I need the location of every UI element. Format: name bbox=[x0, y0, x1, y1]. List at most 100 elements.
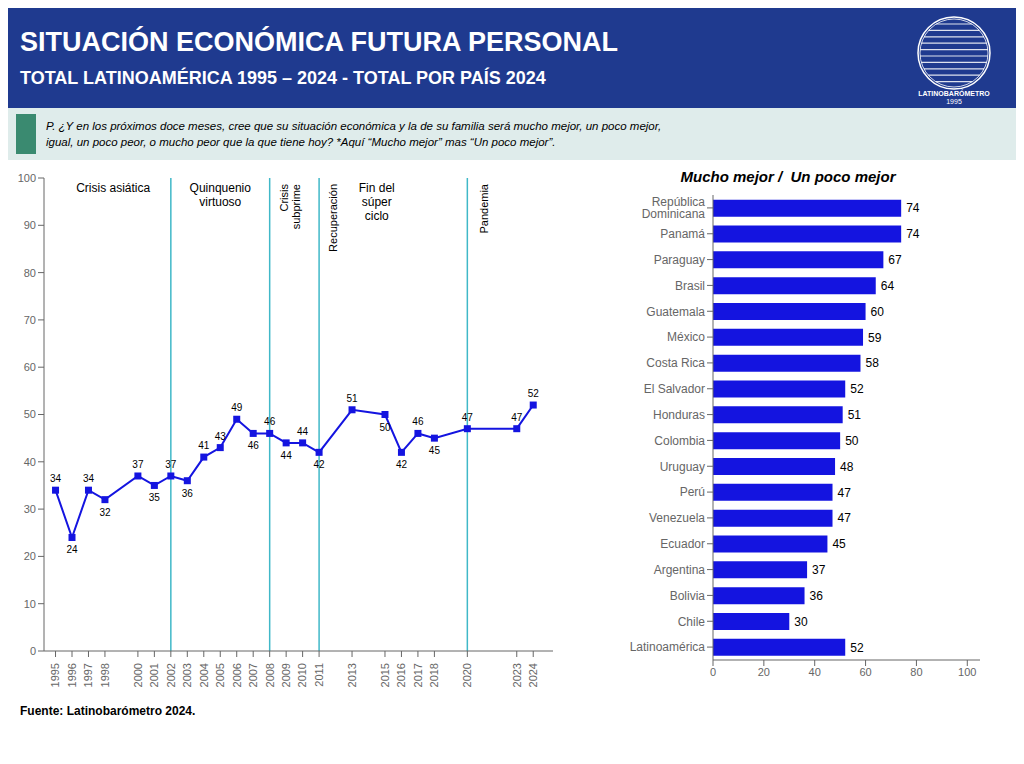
svg-text:1998: 1998 bbox=[99, 663, 111, 687]
svg-text:0: 0 bbox=[710, 666, 716, 678]
svg-text:45: 45 bbox=[832, 537, 846, 551]
svg-text:70: 70 bbox=[24, 314, 36, 326]
svg-text:46: 46 bbox=[412, 416, 424, 427]
svg-text:36: 36 bbox=[182, 488, 194, 499]
svg-text:2003: 2003 bbox=[181, 663, 193, 687]
svg-text:2008: 2008 bbox=[264, 663, 276, 687]
svg-text:1997: 1997 bbox=[82, 663, 94, 687]
svg-text:Costa Rica: Costa Rica bbox=[646, 356, 705, 370]
svg-text:2018: 2018 bbox=[428, 663, 440, 687]
svg-text:52: 52 bbox=[850, 641, 864, 655]
svg-text:52: 52 bbox=[850, 382, 864, 396]
svg-text:Honduras: Honduras bbox=[653, 408, 705, 422]
svg-text:2020: 2020 bbox=[461, 663, 473, 687]
svg-text:2004: 2004 bbox=[198, 663, 210, 687]
svg-text:Paraguay: Paraguay bbox=[654, 253, 705, 267]
svg-text:44: 44 bbox=[297, 426, 309, 437]
svg-text:2016: 2016 bbox=[395, 663, 407, 687]
svg-text:37: 37 bbox=[812, 563, 826, 577]
svg-text:2002: 2002 bbox=[165, 663, 177, 687]
svg-text:43: 43 bbox=[215, 431, 227, 442]
svg-text:30: 30 bbox=[24, 503, 36, 515]
svg-text:20: 20 bbox=[758, 666, 770, 678]
svg-text:52: 52 bbox=[528, 388, 540, 399]
svg-text:74: 74 bbox=[906, 227, 920, 241]
svg-text:Bolivia: Bolivia bbox=[670, 589, 706, 603]
svg-text:34: 34 bbox=[50, 473, 62, 484]
svg-text:20: 20 bbox=[24, 550, 36, 562]
svg-text:2007: 2007 bbox=[247, 663, 259, 687]
svg-text:59: 59 bbox=[868, 331, 882, 345]
svg-text:60: 60 bbox=[24, 361, 36, 373]
svg-text:46: 46 bbox=[248, 440, 260, 451]
svg-text:24: 24 bbox=[66, 544, 78, 555]
svg-text:47: 47 bbox=[462, 412, 474, 423]
svg-text:Crisis asiática: Crisis asiática bbox=[76, 181, 150, 195]
svg-text:60: 60 bbox=[871, 305, 885, 319]
svg-text:Perú: Perú bbox=[680, 485, 705, 499]
svg-text:1996: 1996 bbox=[66, 663, 78, 687]
svg-text:2009: 2009 bbox=[280, 663, 292, 687]
svg-text:42: 42 bbox=[396, 459, 408, 470]
svg-text:2024: 2024 bbox=[527, 663, 539, 687]
svg-text:32: 32 bbox=[99, 507, 111, 518]
svg-text:Brasil: Brasil bbox=[675, 279, 705, 293]
svg-text:47: 47 bbox=[838, 511, 852, 525]
svg-text:Crisissubprime: Crisissubprime bbox=[278, 184, 302, 230]
svg-text:10: 10 bbox=[24, 598, 36, 610]
svg-text:2017: 2017 bbox=[412, 663, 424, 687]
svg-text:47: 47 bbox=[511, 412, 523, 423]
svg-text:Chile: Chile bbox=[678, 615, 706, 629]
svg-text:45: 45 bbox=[429, 445, 441, 456]
svg-text:RepúblicaDominicana: RepúblicaDominicana bbox=[642, 195, 706, 221]
svg-text:2023: 2023 bbox=[511, 663, 523, 687]
svg-text:58: 58 bbox=[865, 356, 879, 370]
svg-text:51: 51 bbox=[346, 393, 358, 404]
svg-text:35: 35 bbox=[149, 492, 161, 503]
svg-text:Argentina: Argentina bbox=[654, 563, 706, 577]
svg-text:49: 49 bbox=[231, 402, 243, 413]
svg-text:44: 44 bbox=[281, 450, 293, 461]
svg-text:100: 100 bbox=[958, 666, 976, 678]
svg-text:2010: 2010 bbox=[296, 663, 308, 687]
svg-text:80: 80 bbox=[910, 666, 922, 678]
svg-text:36: 36 bbox=[810, 589, 824, 603]
svg-text:1995: 1995 bbox=[946, 98, 962, 105]
svg-text:47: 47 bbox=[838, 486, 852, 500]
svg-text:40: 40 bbox=[24, 456, 36, 468]
svg-text:2015: 2015 bbox=[379, 663, 391, 687]
svg-text:2011: 2011 bbox=[313, 663, 325, 687]
svg-text:100: 100 bbox=[18, 172, 36, 184]
svg-text:50: 50 bbox=[845, 434, 859, 448]
svg-text:50: 50 bbox=[24, 408, 36, 420]
svg-text:90: 90 bbox=[24, 219, 36, 231]
svg-text:2006: 2006 bbox=[231, 663, 243, 687]
svg-text:Venezuela: Venezuela bbox=[649, 511, 705, 525]
svg-text:2013: 2013 bbox=[346, 663, 358, 687]
svg-text:2005: 2005 bbox=[214, 663, 226, 687]
svg-text:34: 34 bbox=[83, 473, 95, 484]
svg-text:46: 46 bbox=[264, 416, 276, 427]
svg-text:El Salvador: El Salvador bbox=[644, 382, 705, 396]
svg-text:37: 37 bbox=[165, 459, 177, 470]
svg-text:Latinoamérica: Latinoamérica bbox=[630, 640, 706, 654]
svg-text:Colombia: Colombia bbox=[654, 434, 705, 448]
svg-text:37: 37 bbox=[132, 459, 144, 470]
svg-text:Quinqueniovirtuoso: Quinqueniovirtuoso bbox=[190, 181, 252, 209]
svg-text:LATINOBARÓMETRO: LATINOBARÓMETRO bbox=[918, 89, 990, 97]
svg-text:67: 67 bbox=[888, 253, 902, 267]
svg-text:México: México bbox=[667, 330, 705, 344]
svg-text:Fin delsúperciclo: Fin delsúperciclo bbox=[359, 181, 395, 223]
svg-text:80: 80 bbox=[24, 267, 36, 279]
svg-text:2001: 2001 bbox=[148, 663, 160, 687]
svg-text:41: 41 bbox=[198, 440, 210, 451]
svg-text:0: 0 bbox=[30, 645, 36, 657]
svg-text:1995: 1995 bbox=[49, 663, 61, 687]
svg-text:48: 48 bbox=[840, 460, 854, 474]
svg-text:2000: 2000 bbox=[132, 663, 144, 687]
svg-text:40: 40 bbox=[809, 666, 821, 678]
svg-text:50: 50 bbox=[379, 422, 391, 433]
svg-text:51: 51 bbox=[848, 408, 862, 422]
svg-text:42: 42 bbox=[314, 459, 326, 470]
svg-text:Guatemala: Guatemala bbox=[646, 305, 705, 319]
